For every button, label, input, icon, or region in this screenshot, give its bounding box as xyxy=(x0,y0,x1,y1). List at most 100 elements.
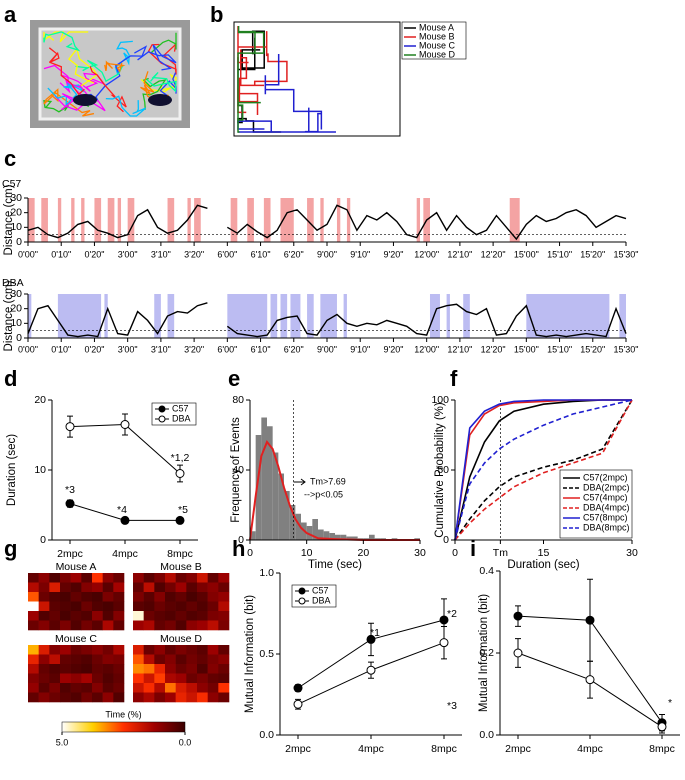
heatmap-cell xyxy=(175,645,187,655)
x-tick-label: 3'20" xyxy=(184,344,204,354)
heatmap-cell xyxy=(102,601,114,612)
colorbar-tick-label: 0.0 xyxy=(179,737,192,747)
y-axis-label: Mutual Information (bit) xyxy=(478,594,490,712)
event-shading xyxy=(307,294,314,338)
marker xyxy=(585,615,595,625)
heatmap-cell xyxy=(175,620,187,631)
y-axis-label: Distance (cm) xyxy=(3,184,15,255)
y-tick-label: 10 xyxy=(10,317,22,329)
heatmap-cell xyxy=(113,611,125,621)
heatmap-cell xyxy=(197,620,208,631)
histogram-bar xyxy=(312,519,318,540)
heatmap-cell xyxy=(60,573,71,583)
heatmap-cell xyxy=(81,573,93,583)
y-tick-label: 0 xyxy=(40,534,46,546)
heatmap-cell xyxy=(102,582,114,593)
event-shading xyxy=(41,198,48,242)
event-shading xyxy=(71,198,75,242)
heatmap-cell xyxy=(60,582,71,593)
x-tick-label: 8mpc xyxy=(649,743,675,755)
y-tick-label: 0 xyxy=(16,236,22,248)
heatmap-cell xyxy=(218,573,230,583)
heatmap-cell xyxy=(102,573,114,583)
y-tick-label: 20 xyxy=(10,302,22,314)
heatmap-cell xyxy=(113,692,125,703)
heatmap-cell xyxy=(165,654,176,665)
map-title: Mouse C xyxy=(55,633,97,645)
marker xyxy=(175,515,185,525)
marker xyxy=(366,665,376,675)
heatmap-cell xyxy=(28,573,39,583)
heatmap-cell xyxy=(70,592,82,602)
x-tick-label: 0'10" xyxy=(51,249,71,259)
x-tick-label: 12'00" xyxy=(414,344,439,354)
heatmap-cell xyxy=(218,645,230,655)
legend-marker xyxy=(298,587,306,595)
heatmap-cell xyxy=(143,692,155,703)
heatmap-cell xyxy=(165,573,176,583)
heatmap-cell xyxy=(143,673,155,684)
x-tick-label: 6'20" xyxy=(284,344,304,354)
heatmap-cell xyxy=(143,664,155,674)
heatmap-cell xyxy=(92,664,103,674)
event-shading xyxy=(104,294,108,338)
histogram-bar xyxy=(284,491,290,540)
x-tick-label: 10 xyxy=(301,547,313,559)
event-shading xyxy=(167,198,175,242)
x-tick-label: 15'30" xyxy=(614,249,639,259)
marker xyxy=(585,675,595,685)
heatmap-cell xyxy=(28,673,39,684)
histogram-bar xyxy=(352,536,358,540)
heatmap-cell xyxy=(133,620,144,631)
heatmap-cell xyxy=(186,645,198,655)
y-tick-label: 80 xyxy=(232,394,244,406)
x-tick-label: 0'00" xyxy=(18,344,38,354)
heatmap-cell xyxy=(113,620,125,631)
legend-label: DBA(8mpc) xyxy=(583,522,630,532)
heatmap-cell xyxy=(143,582,155,593)
y-tick-label: 0.0 xyxy=(479,729,494,741)
heatmap-cell xyxy=(165,601,176,612)
panel-letter: c xyxy=(4,146,16,171)
event-shading xyxy=(509,198,520,242)
heatmap-cell xyxy=(154,611,166,621)
heatmap-cell xyxy=(197,692,208,703)
x-tick-label: 20 xyxy=(357,547,369,559)
panel-letter: e xyxy=(228,366,240,391)
heatmap-cell xyxy=(60,592,71,602)
heatmap-cell xyxy=(207,582,219,593)
y-tick-label: 30 xyxy=(10,192,22,204)
cdf-line xyxy=(454,399,633,541)
x-tick-label: 6'00" xyxy=(217,249,237,259)
heatmap-cell xyxy=(60,611,71,621)
heatmap-cell xyxy=(186,683,198,693)
annotation: *2 xyxy=(447,608,457,620)
heatmap-cell xyxy=(133,683,144,693)
marker xyxy=(120,515,130,525)
heatmap-cell xyxy=(70,620,82,631)
annotation: *1 xyxy=(370,627,380,639)
heatmap-cell xyxy=(197,582,208,593)
y-tick-label: 0 xyxy=(16,332,22,344)
heatmap-cell xyxy=(70,654,82,665)
y-tick-label: 40 xyxy=(232,464,244,476)
x-tick-label: 3'00" xyxy=(118,344,138,354)
heatmap-cell xyxy=(92,683,103,693)
event-shading xyxy=(526,294,610,338)
legend-box xyxy=(559,469,633,539)
heatmap-cell xyxy=(28,692,39,703)
y-tick-label: 20 xyxy=(34,394,46,406)
heatmap-cell xyxy=(197,611,208,621)
heatmap-cell xyxy=(175,673,187,684)
marker xyxy=(439,638,449,648)
histogram-bar xyxy=(306,526,313,540)
panel-letter: b xyxy=(210,2,223,27)
heatmap-cell xyxy=(133,645,144,655)
heatmap-cell xyxy=(186,664,198,674)
heatmap-cell xyxy=(60,620,71,631)
heatmap-cell xyxy=(143,611,155,621)
x-tick-label: 12'00" xyxy=(414,249,439,259)
heatmap-cell xyxy=(133,592,144,602)
trajectory-trace xyxy=(237,54,336,133)
heatmap-cell xyxy=(38,601,50,612)
